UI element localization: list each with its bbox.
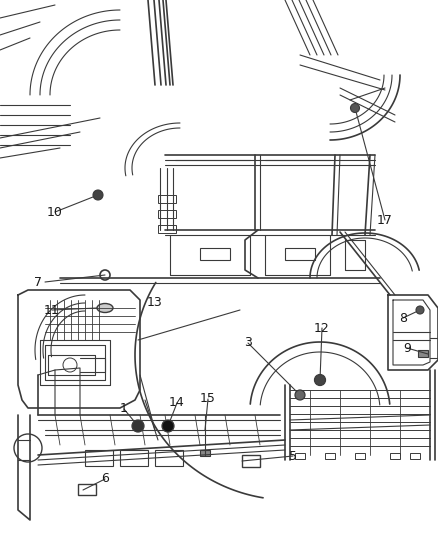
Bar	[158, 195, 176, 203]
Bar	[120, 450, 148, 466]
Text: 7: 7	[34, 276, 42, 288]
Bar	[155, 450, 183, 466]
Bar	[242, 455, 260, 467]
Circle shape	[162, 420, 174, 432]
Bar	[85, 450, 113, 466]
Bar	[158, 225, 176, 233]
Bar	[158, 210, 176, 218]
Circle shape	[295, 390, 305, 400]
Bar	[390, 453, 400, 459]
Circle shape	[416, 306, 424, 314]
Text: 14: 14	[169, 397, 185, 409]
Bar	[295, 453, 305, 459]
Bar	[200, 248, 230, 260]
Bar	[200, 450, 210, 456]
Text: 15: 15	[200, 392, 216, 406]
Bar	[285, 248, 315, 260]
Ellipse shape	[97, 303, 113, 312]
Text: 9: 9	[403, 342, 411, 354]
Circle shape	[93, 190, 103, 200]
Text: 10: 10	[47, 206, 63, 219]
Text: 12: 12	[314, 321, 330, 335]
Bar	[418, 350, 428, 357]
Bar	[355, 453, 365, 459]
Text: 17: 17	[377, 214, 393, 227]
Bar	[410, 453, 420, 459]
Text: 5: 5	[289, 449, 297, 463]
Text: 13: 13	[147, 296, 163, 310]
Text: 8: 8	[399, 311, 407, 325]
Bar	[325, 453, 335, 459]
Text: 6: 6	[101, 472, 109, 486]
Text: 1: 1	[120, 402, 128, 416]
Text: 3: 3	[244, 336, 252, 350]
Circle shape	[350, 103, 360, 112]
Circle shape	[132, 420, 144, 432]
Circle shape	[314, 375, 325, 385]
Bar	[78, 484, 96, 495]
Text: 11: 11	[44, 303, 60, 317]
